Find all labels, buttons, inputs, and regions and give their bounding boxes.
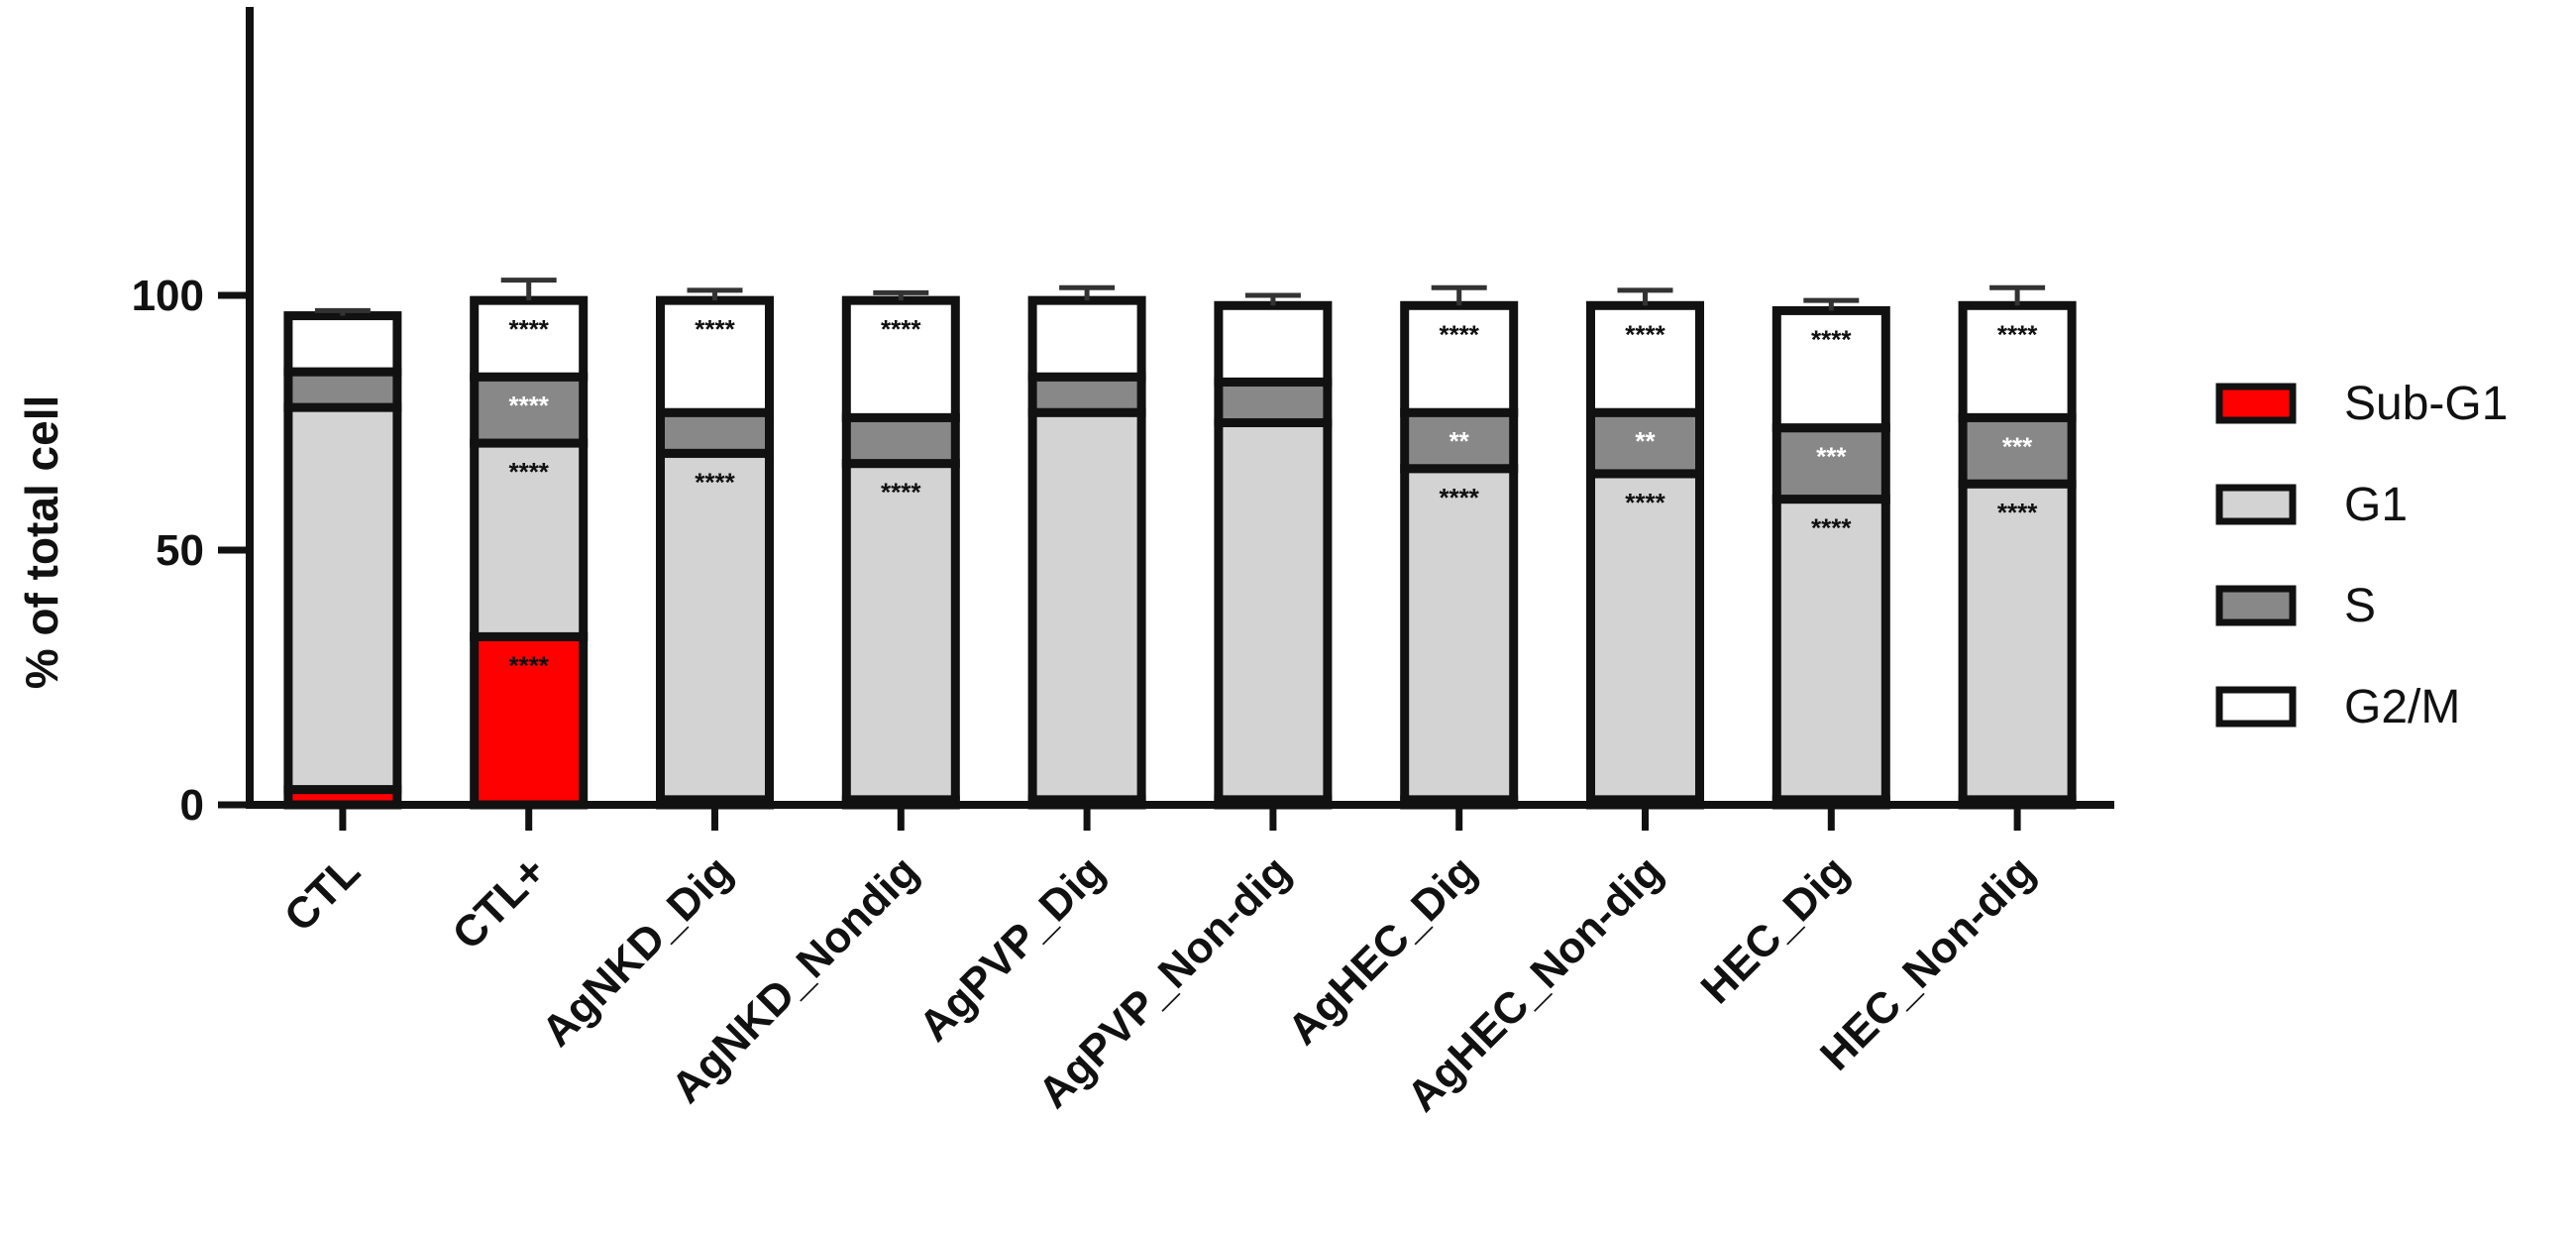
- bar-segment-g1: [283, 402, 402, 795]
- x-tick-label: AgHEC_Dig: [1279, 846, 1486, 1054]
- bar-stack: ***********: [1958, 284, 2077, 810]
- significance-label: ****: [508, 391, 549, 420]
- bar-segment-s: [1027, 372, 1146, 417]
- significance-label: ****: [695, 314, 735, 344]
- significance-label: **: [1635, 426, 1656, 456]
- bar-segment-g2-m: [841, 295, 960, 422]
- legend: Sub-G1 G1 S G2/M: [2215, 378, 2508, 733]
- bar-stack: ***********: [1771, 297, 1890, 810]
- legend-swatch: [2215, 383, 2297, 424]
- legend-swatch: [2215, 686, 2297, 728]
- bar-segment-g2-m: [656, 295, 774, 417]
- x-tick-label: AgNKD_Dig: [533, 846, 742, 1056]
- bar-stack: **********: [1400, 284, 1519, 810]
- legend-swatch: [2215, 484, 2297, 525]
- bar-stack: **** ****: [841, 289, 960, 810]
- significance-label: ***: [1816, 442, 1847, 472]
- bar-stack: **** ****: [656, 287, 774, 810]
- bar-segment-g2-m: [1214, 300, 1333, 387]
- x-tick-label: CTL+: [443, 846, 555, 958]
- x-tick-label: HEC_Dig: [1692, 846, 1859, 1013]
- significance-label: ***: [2002, 431, 2033, 461]
- bar-segment-s: [841, 412, 960, 469]
- significance-label: ****: [1625, 488, 1665, 517]
- significance-label: ****: [1625, 319, 1665, 349]
- legend-label: Sub-G1: [2344, 378, 2508, 430]
- significance-label: ****: [508, 314, 549, 344]
- bar-segment-g1: [1958, 479, 2077, 805]
- bar-segment-s: [1958, 412, 2077, 489]
- significance-label: ****: [1811, 324, 1852, 354]
- legend-label: G1: [2344, 479, 2408, 531]
- plot-area: ****************************************…: [283, 278, 2077, 810]
- x-tick-label: AgPVP_Dig: [910, 846, 1114, 1051]
- significance-label: ****: [695, 467, 735, 497]
- significance-label: ****: [1997, 319, 2038, 349]
- significance-label: **: [1449, 426, 1470, 456]
- bar-segment-g2-m: [1400, 300, 1519, 417]
- bar-segment-s: [1400, 407, 1519, 474]
- bar-segment-g2-m: [1771, 305, 1890, 433]
- bar-segment-g1: [1586, 469, 1704, 805]
- bar-segment-g1: [1400, 464, 1519, 805]
- y-axis-title: % of total cell: [16, 395, 67, 689]
- legend-swatch: [2215, 585, 2297, 626]
- significance-label: ****: [1811, 513, 1852, 543]
- x-tick-label: CTL: [275, 846, 370, 941]
- legend-label: S: [2344, 580, 2376, 632]
- y-axis-ticks: 0 50 100: [132, 272, 250, 830]
- bar-segment-g2-m: [470, 295, 589, 382]
- bar-segment-g2-m: [283, 311, 402, 377]
- bar-segment-s: [1214, 377, 1333, 428]
- bar-segment-g2-m: [1027, 295, 1146, 382]
- significance-label: ****: [881, 478, 921, 507]
- bar-stack: **********: [1586, 287, 1704, 810]
- bar-segment-s: [283, 367, 402, 412]
- y-tick-label: 50: [156, 526, 204, 575]
- significance-label: ****: [508, 457, 549, 487]
- bar-stack: [1027, 284, 1146, 810]
- y-tick-label: 0: [180, 781, 204, 830]
- bar-stack: [283, 307, 402, 810]
- x-axis-ticks: CTL CTL+AgNKD_DigAgNKD_NondigAgPVP_DigAgP…: [275, 805, 2044, 1121]
- y-tick-label: 100: [132, 272, 204, 320]
- significance-label: ****: [1997, 498, 2038, 527]
- bar-segment-g1: [841, 459, 960, 805]
- bar-segment-sub-g1: [470, 631, 589, 810]
- significance-label: ****: [1439, 319, 1479, 349]
- bar-segment-s: [470, 372, 589, 448]
- bar-segment-g1: [1771, 495, 1890, 805]
- bar-segment-g1: [656, 448, 774, 805]
- bar-segment-g1: [1027, 407, 1146, 805]
- bar-stack: [1214, 292, 1333, 810]
- legend-label: G2/M: [2344, 681, 2460, 733]
- significance-label: ****: [881, 314, 921, 344]
- bar-stack: **** **** **** ****: [470, 278, 589, 810]
- bar-segment-g1: [1214, 418, 1333, 805]
- bar-segment-s: [656, 407, 774, 458]
- significance-label: ****: [1439, 483, 1479, 512]
- bar-segment-g2-m: [1586, 300, 1704, 417]
- significance-label: ****: [508, 650, 549, 680]
- bar-segment-s: [1586, 407, 1704, 479]
